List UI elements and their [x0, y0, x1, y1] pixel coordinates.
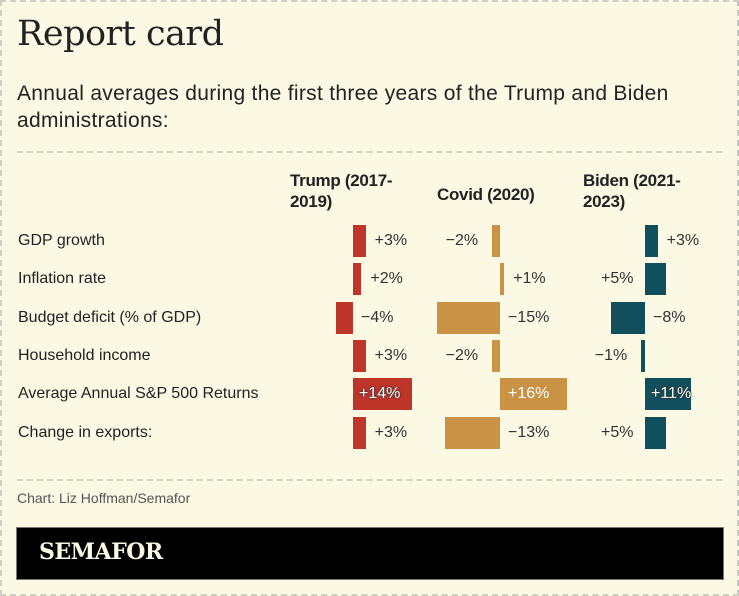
value-label: +3% — [374, 232, 408, 249]
chart-title: Report card — [17, 14, 224, 54]
bar-trump — [353, 339, 366, 372]
row-label: Change in exports: — [18, 423, 153, 441]
bar-covid — [437, 301, 500, 334]
row-label: Budget deficit (% of GDP) — [18, 308, 202, 326]
row-label: Inflation rate — [18, 270, 107, 288]
row-label: Average Annual S&P 500 Returns — [18, 385, 259, 403]
bar-biden — [645, 416, 666, 449]
value-label: −4% — [361, 308, 394, 326]
value-label: −8% — [653, 308, 686, 326]
bar-covid — [500, 263, 505, 296]
value-label: +5% — [601, 270, 634, 288]
bar-trump — [336, 301, 353, 334]
bottom-divider — [17, 479, 722, 481]
value-label: +14% — [359, 385, 401, 403]
bar-biden — [645, 263, 666, 296]
bar-covid — [445, 416, 500, 449]
value-label: +3% — [666, 232, 700, 249]
bar-biden — [645, 378, 692, 411]
bar-biden — [645, 225, 658, 257]
value-label: −1% — [594, 346, 628, 364]
value-label: +3% — [374, 346, 408, 364]
value-label: +16% — [508, 385, 550, 403]
column-header-trump: Trump (2017-2019) — [290, 171, 393, 211]
bar-biden — [611, 301, 645, 334]
top-divider — [17, 151, 722, 153]
value-label: −15% — [508, 308, 550, 326]
column-header-covid: Covid (2020) — [437, 185, 535, 204]
value-label: −13% — [508, 423, 550, 441]
column-header-biden: Biden (2021-2023) — [583, 171, 681, 211]
row-label: Household income — [18, 346, 151, 364]
bar-covid — [491, 225, 500, 257]
source-credit: Chart: Liz Hoffman/Semafor — [17, 490, 191, 506]
semafor-logo: SEMAFOR — [39, 539, 163, 565]
chart-subtitle: Annual averages during the first three y… — [17, 82, 669, 132]
value-label: −2% — [445, 232, 479, 249]
bar-covid — [491, 339, 500, 372]
value-label: +11% — [651, 385, 692, 403]
bar-trump — [353, 416, 366, 449]
bar-biden — [640, 339, 645, 372]
value-label: +5% — [601, 423, 634, 441]
logo-band: SEMAFOR — [16, 527, 724, 580]
value-label: +2% — [370, 270, 403, 288]
bar-trump — [353, 263, 362, 296]
value-label: −2% — [445, 346, 479, 364]
bar-trump — [353, 378, 412, 411]
bar-covid — [500, 378, 568, 411]
bar-trump — [353, 225, 366, 257]
value-label: +1% — [513, 270, 546, 288]
value-label: +3% — [374, 423, 408, 441]
row-label: GDP growth — [18, 232, 105, 249]
